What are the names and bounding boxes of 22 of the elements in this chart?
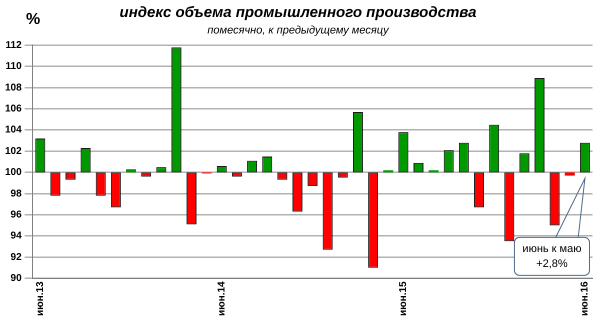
bar xyxy=(564,172,575,176)
chart-subtitle: помесячно, к предыдущему месяцу xyxy=(207,24,390,37)
y-tick-label: 92 xyxy=(10,252,22,263)
x-tick-label: июн.15 xyxy=(398,280,410,316)
x-tick-label: июн.14 xyxy=(216,280,228,316)
y-tick-label: 96 xyxy=(10,210,22,221)
bar xyxy=(126,169,136,172)
y-tick-label: 90 xyxy=(10,273,22,284)
y-tick-label: 98 xyxy=(10,188,22,200)
chart-title: индекс объема промышленного производства xyxy=(120,4,476,22)
x-tick-label: июн.16 xyxy=(580,280,591,316)
y-tick-label: 110 xyxy=(6,61,22,72)
y-tick-label: 94 xyxy=(10,230,22,242)
y-tick-label: 106 xyxy=(4,104,22,115)
x-tick-label: июн.13 xyxy=(35,280,46,316)
y-tick-label: 112 xyxy=(6,40,22,51)
y-tick-label: 100 xyxy=(4,167,22,178)
y-tick-label: 104 xyxy=(4,124,22,136)
y-tick-label: 108 xyxy=(4,82,22,94)
annotation: июнь к маю +2,8% xyxy=(522,242,582,270)
y-tick-label: 102 xyxy=(4,146,22,157)
y-axis-title: % xyxy=(26,11,40,28)
